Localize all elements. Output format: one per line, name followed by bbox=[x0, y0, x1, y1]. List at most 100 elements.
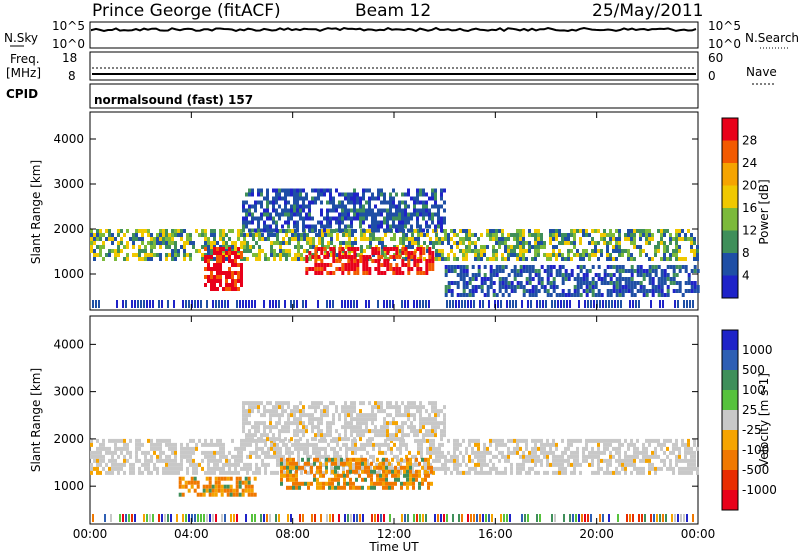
heatmap-cell bbox=[190, 476, 194, 481]
heatmap-cell bbox=[624, 454, 627, 459]
heatmap-cell bbox=[350, 421, 353, 426]
heatmap-cell bbox=[540, 462, 543, 467]
heatmap-cell bbox=[636, 470, 639, 475]
heatmap-cell bbox=[325, 457, 328, 462]
heatmap-cell bbox=[660, 277, 664, 281]
nave-tick-bottom: 0 bbox=[708, 69, 716, 83]
heatmap-cell bbox=[401, 212, 404, 217]
heatmap-cell bbox=[672, 273, 676, 277]
heatmap-cell bbox=[350, 429, 353, 434]
heatmap-cell bbox=[285, 450, 288, 455]
heatmap-cell bbox=[418, 485, 421, 490]
heatmap-cell bbox=[395, 433, 398, 438]
heatmap-cell bbox=[257, 188, 260, 193]
heatmap-cell bbox=[311, 401, 314, 406]
heatmap-cell bbox=[474, 454, 477, 459]
heatmap-cell bbox=[185, 300, 187, 308]
heatmap-cell bbox=[537, 249, 540, 253]
heatmap-cell bbox=[627, 442, 630, 447]
heatmap-cell bbox=[474, 257, 477, 261]
heatmap-cell bbox=[450, 249, 453, 253]
heatmap-cell bbox=[401, 220, 404, 225]
heatmap-cell bbox=[219, 237, 222, 241]
heatmap-cell bbox=[189, 462, 192, 467]
heatmap-cell bbox=[171, 229, 174, 233]
heatmap-cell bbox=[416, 263, 420, 267]
heatmap-cell bbox=[621, 277, 625, 281]
heatmap-cell bbox=[241, 492, 245, 497]
heatmap-cell bbox=[296, 208, 299, 213]
heatmap-cell bbox=[614, 300, 616, 308]
heatmap-cell bbox=[226, 488, 230, 493]
heatmap-cell bbox=[693, 466, 696, 471]
heatmap-cell bbox=[234, 458, 237, 463]
heatmap-cell bbox=[297, 454, 300, 459]
heatmap-cell bbox=[648, 281, 652, 285]
heatmap-cell bbox=[361, 457, 364, 462]
heatmap-cell bbox=[528, 265, 532, 269]
heatmap-cell bbox=[278, 514, 280, 522]
heatmap-cell bbox=[486, 470, 489, 475]
heatmap-cell bbox=[419, 409, 422, 414]
heatmap-cell bbox=[398, 437, 401, 442]
heatmap-cell bbox=[257, 200, 260, 205]
heatmap-cell bbox=[237, 450, 240, 455]
heatmap-cell bbox=[624, 233, 627, 237]
heatmap-cell bbox=[284, 421, 287, 426]
heatmap-cell bbox=[207, 263, 210, 267]
heatmap-cell bbox=[653, 514, 655, 522]
heatmap-cell bbox=[237, 271, 240, 275]
heatmap-cell bbox=[603, 269, 607, 273]
heatmap-cell bbox=[329, 421, 332, 426]
heatmap-cell bbox=[219, 450, 222, 455]
heatmap-cell bbox=[522, 289, 526, 293]
heatmap-cell bbox=[347, 259, 351, 263]
heatmap-cell bbox=[413, 196, 416, 201]
heatmap-cell bbox=[591, 249, 594, 253]
heatmap-cell bbox=[298, 485, 301, 490]
heatmap-cell bbox=[390, 462, 393, 467]
heatmap-cell bbox=[373, 465, 376, 470]
heatmap-cell bbox=[344, 251, 348, 255]
heatmap-cell bbox=[210, 466, 213, 471]
heatmap-cell bbox=[305, 212, 308, 217]
heatmap-cell bbox=[401, 271, 405, 275]
heatmap-cell bbox=[435, 233, 438, 237]
heatmap-cell bbox=[477, 285, 481, 289]
heatmap-cell bbox=[456, 470, 459, 475]
heatmap-cell bbox=[359, 421, 362, 426]
heatmap-cell bbox=[216, 259, 219, 263]
heatmap-cell bbox=[216, 271, 219, 275]
heatmap-cell bbox=[395, 192, 398, 197]
heatmap-cell bbox=[477, 450, 480, 455]
colorbar-segment bbox=[722, 470, 738, 490]
heatmap-cell bbox=[273, 233, 276, 237]
heatmap-cell bbox=[367, 469, 370, 474]
heatmap-cell bbox=[467, 300, 469, 308]
heatmap-cell bbox=[504, 257, 507, 261]
heatmap-cell bbox=[424, 477, 427, 482]
heatmap-cell bbox=[264, 438, 267, 443]
heatmap-cell bbox=[303, 446, 306, 451]
heatmap-cell bbox=[693, 281, 697, 285]
heatmap-cell bbox=[326, 251, 330, 255]
heatmap-cell bbox=[483, 273, 487, 277]
heatmap-cell bbox=[401, 433, 404, 438]
heatmap-cell bbox=[450, 237, 453, 241]
heatmap-cell bbox=[687, 277, 691, 281]
heatmap-cell bbox=[178, 476, 182, 481]
heatmap-cell bbox=[344, 212, 347, 217]
heatmap-cell bbox=[440, 433, 443, 438]
heatmap-cell bbox=[416, 208, 419, 213]
heatmap-cell bbox=[287, 413, 290, 418]
heatmap-cell bbox=[222, 271, 225, 275]
heatmap-cell bbox=[362, 196, 365, 201]
heatmap-cell bbox=[347, 208, 350, 213]
heatmap-cell bbox=[477, 265, 481, 269]
heatmap-cell bbox=[606, 257, 609, 261]
heatmap-cell bbox=[402, 233, 405, 237]
heatmap-cell bbox=[147, 438, 150, 443]
heatmap-cell bbox=[302, 196, 305, 201]
heatmap-cell bbox=[307, 461, 310, 466]
heatmap-cell bbox=[283, 473, 286, 478]
